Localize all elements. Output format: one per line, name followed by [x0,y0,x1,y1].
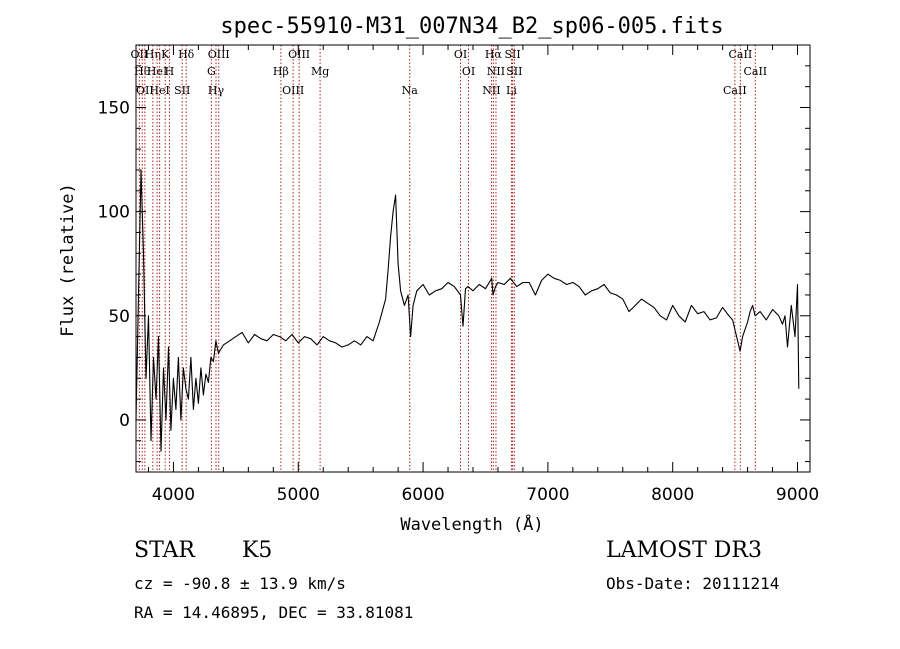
line-marker-label: OII [131,48,149,61]
line-marker-label: NII [482,84,500,97]
line-marker-label: HeI [149,84,169,97]
line-marker-label: Mg [311,65,329,78]
y-tick-label: 150 [98,98,130,118]
line-marker-label: Hη [145,48,161,61]
series-line-flux [135,169,800,452]
line-marker-label: CaII [723,84,747,97]
line-marker-label: Hδ [178,48,195,61]
line-marker-label: OIII [282,84,304,97]
x-tick-label: 9000 [776,485,819,505]
line-marker-label: SII [174,84,190,97]
line-marker-label: G [207,65,216,78]
x-tick-label: 8000 [651,485,694,505]
line-marker-label: Hθ [134,65,151,78]
line-marker-label: SII [504,48,520,61]
obs-date: Obs-Date: 20111214 [606,574,780,593]
line-marker-label: OI [454,48,467,61]
spectrum-series [135,169,800,452]
x-tick-label: 5000 [277,485,320,505]
x-axis: 4000 5000 6000 7000 8000 9000 [147,45,819,505]
chart-title: spec-55910-M31_007N34_B2_sp06-005.fits [220,14,723,39]
x-tick-label: 7000 [526,485,569,505]
subclass: K5 [242,538,273,563]
y-tick-label: 100 [98,203,130,223]
line-marker-label: CaII [729,48,753,61]
line-marker-label: K [161,48,170,61]
y-tick-label: 50 [108,307,130,327]
coordinates: RA = 14.46895, DEC = 33.81081 [134,603,414,622]
line-marker-label: H [165,65,175,78]
line-marker-label: Hβ [273,65,289,78]
line-marker-label: HeI [147,65,167,78]
line-marker-label: OI [462,65,475,78]
object-class: STAR [134,538,195,563]
survey-name: LAMOST DR3 [606,538,762,563]
x-tick-label: 6000 [401,485,444,505]
y-axis-label: Flux (relative) [58,183,78,337]
line-marker-label: OIII [208,48,230,61]
redshift-info: cz = -90.8 ± 13.9 km/s [134,574,346,593]
y-axis: 0 50 100 150 [98,44,810,463]
line-markers: OIIHθOIIHηHeIHeIKHSIIHδGHγOIIIHβOIIIOIII… [131,45,767,472]
line-marker-label: SII [506,65,522,78]
line-marker-label: Na [402,84,419,97]
line-marker-label: OIII [288,48,310,61]
x-tick-label: 4000 [152,485,195,505]
line-marker-label: Hγ [208,84,225,97]
line-marker-label: Li [506,84,517,97]
line-marker-label: Hα [485,48,503,61]
plot-frame [135,44,811,473]
x-axis-label: Wavelength (Å) [400,513,543,535]
line-marker-label: NII [487,65,505,78]
line-marker-label: OII [136,84,154,97]
y-tick-label: 0 [119,411,130,431]
line-marker-label: CaII [743,65,767,78]
